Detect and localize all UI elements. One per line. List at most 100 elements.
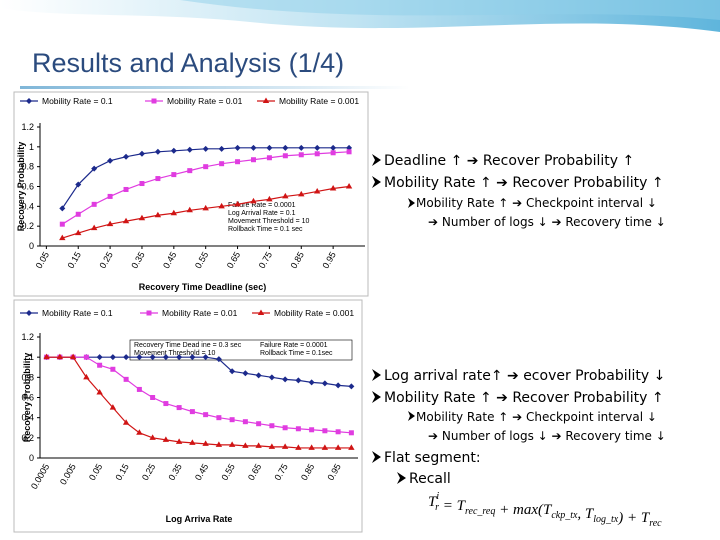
point — [139, 181, 145, 187]
bullet-marker — [397, 472, 406, 484]
point — [216, 415, 222, 421]
formula-part: T — [428, 494, 438, 510]
point — [163, 401, 169, 407]
y-tick-label: 0.6 — [21, 393, 34, 403]
point — [330, 144, 337, 151]
point — [83, 354, 89, 360]
formula: Ti r = Trec_req + max(Tckp_tx, Tlog_tx) +… — [428, 491, 662, 529]
bullet: Mobility Rate ↑ ➔ Recover Probability ↑ — [384, 175, 664, 191]
point — [256, 421, 262, 427]
point — [151, 98, 157, 104]
point — [154, 148, 161, 155]
point — [107, 157, 114, 164]
point — [298, 190, 305, 197]
point — [170, 147, 177, 154]
point — [330, 150, 336, 156]
point — [175, 438, 183, 444]
point — [348, 383, 355, 390]
point — [203, 164, 209, 170]
bullet: Mobility Rate ↑ ➔ Recover Probability ↑ — [384, 390, 664, 406]
y-tick-label: 0.6 — [21, 182, 34, 192]
bullet-marker — [372, 391, 381, 403]
point — [155, 176, 161, 182]
point — [189, 354, 196, 361]
y-axis-label: Recovery Probability — [22, 353, 32, 443]
point — [149, 434, 156, 440]
point — [266, 195, 273, 202]
point — [345, 183, 353, 189]
point — [187, 168, 193, 174]
point — [110, 366, 116, 372]
formula-part: ) + T — [617, 510, 651, 526]
point — [321, 444, 329, 450]
point — [75, 229, 82, 236]
point — [268, 374, 275, 381]
bullet: Recall — [409, 471, 451, 487]
y-tick-label: 0.8 — [21, 372, 34, 382]
point — [97, 362, 103, 368]
point — [107, 193, 113, 199]
annotation: Movement Threshold = 10 — [134, 350, 215, 357]
sub-bullet: ➔ Number of logs ↓ ➔ Recovery time ↓ — [428, 429, 666, 443]
annotation: Movement Threshold = 10 — [228, 218, 309, 225]
point — [250, 157, 256, 163]
legend-label: Mobility Rate = 0.001 — [274, 308, 354, 318]
y-tick-label: 0.4 — [21, 413, 34, 423]
point — [335, 429, 341, 435]
formula-sub: log_tx — [593, 514, 619, 525]
point — [123, 153, 130, 160]
point — [150, 395, 156, 400]
point — [308, 444, 315, 450]
point — [59, 221, 65, 227]
legend-label: Mobility Rate = 0.01 — [162, 308, 238, 318]
point — [186, 206, 193, 213]
legend-label: Mobility Rate = 0.01 — [167, 96, 243, 106]
bullet-marker — [372, 451, 381, 463]
point — [109, 404, 117, 410]
point — [335, 382, 342, 389]
point — [242, 419, 248, 425]
slide-title: Results and Analysis (1/4) — [32, 48, 344, 78]
point — [176, 405, 182, 411]
point — [219, 161, 225, 167]
bullet-marker — [372, 154, 381, 166]
point — [26, 98, 32, 104]
point — [314, 151, 320, 157]
y-tick-label: 1.2 — [21, 332, 34, 342]
y-tick-label: 0.2 — [21, 433, 34, 443]
point — [75, 211, 81, 217]
formula-part: = T — [439, 498, 467, 514]
point — [298, 144, 305, 151]
point — [171, 172, 177, 178]
point — [282, 376, 289, 383]
sub-bullet: ➔ Number of logs ↓ ➔ Recovery time ↓ — [428, 215, 666, 229]
point — [329, 184, 337, 191]
point — [91, 165, 98, 172]
y-tick-label: 0 — [29, 241, 34, 251]
point — [189, 439, 196, 445]
formula-sub: rec_req — [465, 506, 495, 517]
y-tick-label: 0 — [29, 453, 34, 463]
point — [136, 386, 142, 392]
bullet-marker — [408, 411, 415, 421]
point — [308, 379, 315, 386]
point — [123, 354, 130, 361]
x-axis-label: Log Arriva Rate — [166, 514, 233, 524]
point — [218, 145, 225, 152]
y-axis-label: Recovery Probability — [16, 142, 26, 232]
chart: 0.05 0.15 0.25 0.35 0.45 0.55 0.65 0.75 0.85 0.95… — [16, 96, 365, 292]
point — [218, 202, 225, 209]
point — [346, 149, 352, 155]
point — [215, 441, 223, 447]
chart-frame — [13, 299, 363, 533]
header-wave — [180, 0, 720, 20]
point — [109, 354, 116, 361]
point — [202, 440, 209, 446]
point — [136, 354, 143, 361]
point — [314, 187, 321, 194]
point — [295, 426, 301, 432]
y-tick-label: 1 — [29, 142, 34, 152]
point — [266, 155, 272, 161]
annotation: Recovery Time Dead ine = 0.3 sec — [134, 342, 242, 349]
